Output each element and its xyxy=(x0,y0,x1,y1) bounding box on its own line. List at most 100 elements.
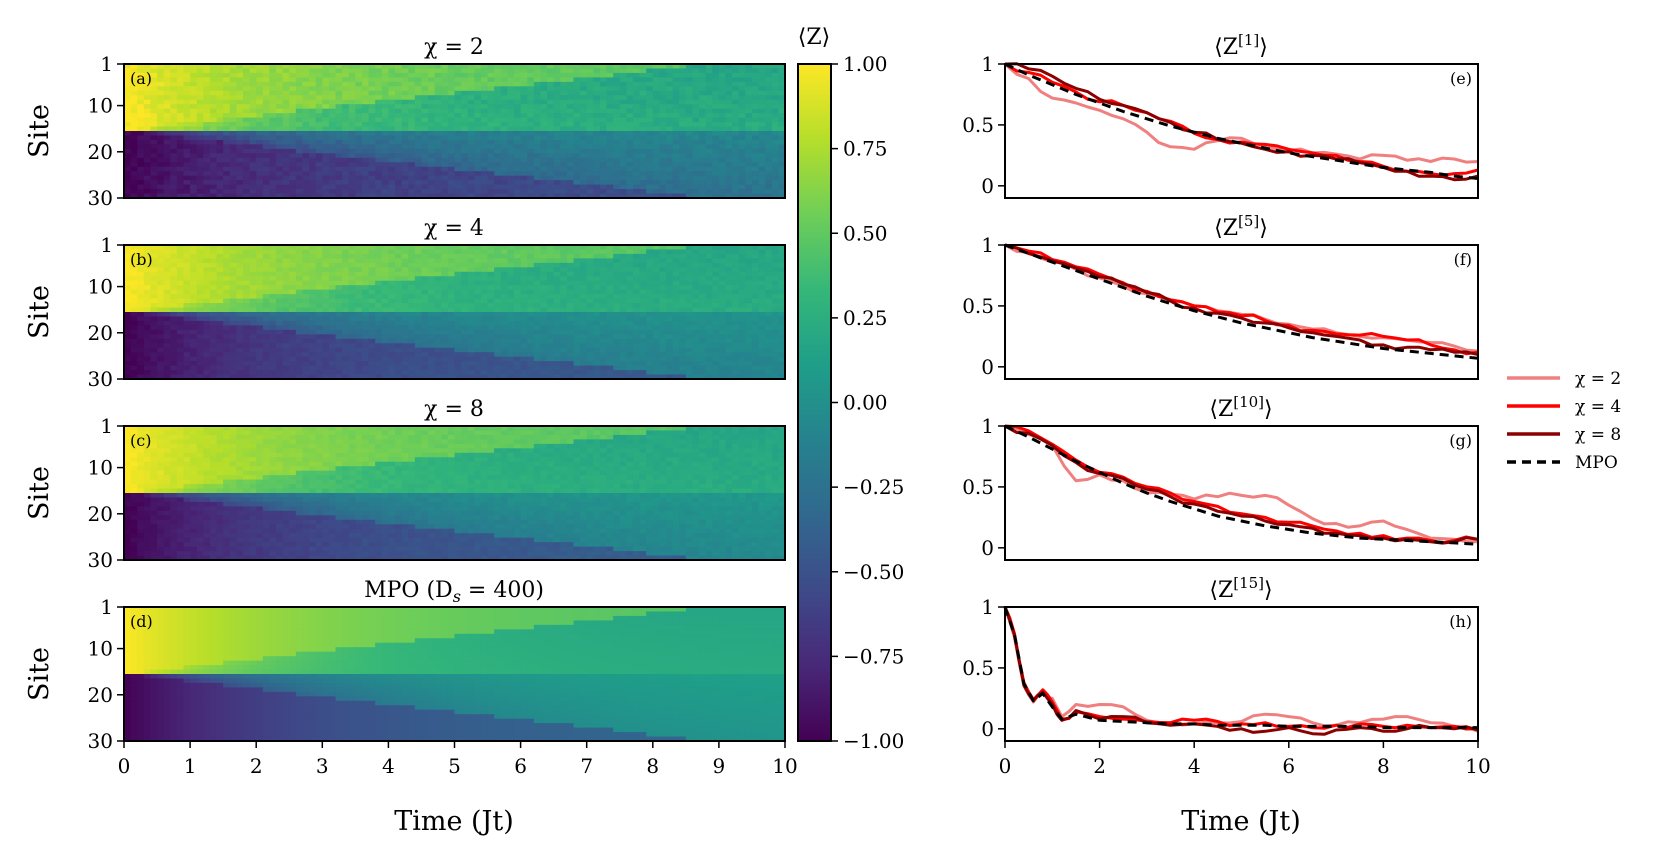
heatmap-cell xyxy=(494,131,502,137)
heatmap-cell xyxy=(335,312,343,318)
heatmap-cell xyxy=(269,267,277,273)
heatmap-cell xyxy=(632,86,641,92)
heatmap-cell xyxy=(401,312,409,318)
heatmap-cell xyxy=(223,320,231,326)
heatmap-cell xyxy=(276,193,284,199)
heatmap-cell xyxy=(527,258,535,264)
heatmap-cell xyxy=(223,325,231,331)
heatmap-cell xyxy=(276,298,284,304)
heatmap-cell xyxy=(137,276,145,282)
heatmap-cell xyxy=(751,117,760,123)
heatmap-cell xyxy=(725,99,733,105)
heatmap-cell xyxy=(454,280,462,286)
heatmap-cell xyxy=(434,184,442,190)
heatmap-cell xyxy=(216,144,224,150)
heatmap-cell xyxy=(434,329,442,335)
heatmap-cell xyxy=(203,320,211,326)
heatmap-cell xyxy=(441,162,449,168)
heatmap-cell xyxy=(718,184,727,190)
heatmap-cell xyxy=(388,329,396,335)
heatmap-cell xyxy=(137,162,145,168)
heatmap-cell xyxy=(745,144,753,150)
heatmap-cell xyxy=(507,86,515,92)
heatmap-cell xyxy=(150,271,158,277)
heatmap-cell xyxy=(256,294,264,300)
heatmap-cell xyxy=(388,271,396,277)
heatmap-cell xyxy=(421,153,429,159)
heatmap-cell xyxy=(295,153,304,159)
heatmap-cell xyxy=(566,122,575,128)
heatmap-cell xyxy=(593,99,601,105)
heatmap-cell xyxy=(778,307,786,313)
heatmap-cell xyxy=(328,68,337,74)
heatmap-cell xyxy=(216,72,224,78)
heatmap-cell xyxy=(566,157,575,163)
heatmap-cell xyxy=(355,153,363,159)
heatmap-cell xyxy=(672,175,680,181)
heatmap-cell xyxy=(441,90,449,96)
heatmap-cell xyxy=(758,298,766,304)
heatmap-cell xyxy=(500,320,508,326)
heatmap-cell xyxy=(375,148,383,154)
heatmap-cell xyxy=(401,258,409,264)
heatmap-cell xyxy=(580,189,588,195)
heatmap-cell xyxy=(249,86,257,92)
heatmap-cell xyxy=(183,104,191,110)
heatmap-cell xyxy=(566,144,575,150)
heatmap-cell xyxy=(388,90,396,96)
heatmap-cell xyxy=(679,316,687,322)
heatmap-cell xyxy=(494,139,502,145)
heatmap-cell xyxy=(540,285,548,291)
heatmap-cell xyxy=(606,148,614,154)
heatmap-cell xyxy=(725,320,733,326)
heatmap-cell xyxy=(540,271,548,277)
heatmap-cell xyxy=(328,131,337,137)
heatmap-cell xyxy=(560,189,568,195)
heatmap-cell xyxy=(593,162,601,168)
heatmap-cell xyxy=(157,86,165,92)
heatmap-cell xyxy=(381,95,389,101)
heatmap-cell xyxy=(368,280,376,286)
heatmap-cell xyxy=(778,131,786,137)
heatmap-cell xyxy=(547,180,555,186)
heatmap-cell xyxy=(256,162,264,168)
heatmap-cell xyxy=(381,280,389,286)
heatmap-cell xyxy=(242,262,251,268)
heatmap-cell xyxy=(738,86,746,92)
heatmap-cell xyxy=(282,285,290,291)
heatmap-cell xyxy=(732,276,740,282)
heatmap-cell xyxy=(480,86,489,92)
heatmap-cell xyxy=(580,148,588,154)
heatmap-cell xyxy=(434,117,442,123)
heatmap-cell xyxy=(659,108,667,114)
heatmap-cell xyxy=(295,289,304,295)
heatmap-cell xyxy=(659,122,667,128)
heatmap-cell xyxy=(256,126,264,132)
heatmap-cell xyxy=(619,253,627,259)
heatmap-cell xyxy=(441,280,449,286)
heatmap-cell xyxy=(361,77,370,83)
heatmap-cell xyxy=(725,108,733,114)
heatmap-cell xyxy=(738,189,746,195)
heatmap-cell xyxy=(520,95,528,101)
heatmap-cell xyxy=(223,189,231,195)
heatmap-cell xyxy=(553,267,561,273)
heatmap-cell xyxy=(183,86,191,92)
heatmap-cell xyxy=(712,104,720,110)
heatmap-cell xyxy=(368,139,376,145)
heatmap-cell xyxy=(421,81,429,87)
heatmap-cell xyxy=(183,175,191,181)
heatmap-cell xyxy=(599,166,608,172)
heatmap-cell xyxy=(361,307,370,313)
heatmap-cell xyxy=(395,316,403,322)
heatmap-cell xyxy=(441,249,449,255)
heatmap-cell xyxy=(315,162,323,168)
heatmap-cell xyxy=(573,320,581,326)
heatmap-cell xyxy=(183,253,191,259)
heatmap-cell xyxy=(586,180,594,186)
heatmap-cell xyxy=(157,171,165,177)
heatmap-cell xyxy=(520,320,528,326)
heatmap-cell xyxy=(513,117,522,123)
heatmap-cell xyxy=(434,312,442,318)
heatmap-cell xyxy=(679,126,687,132)
